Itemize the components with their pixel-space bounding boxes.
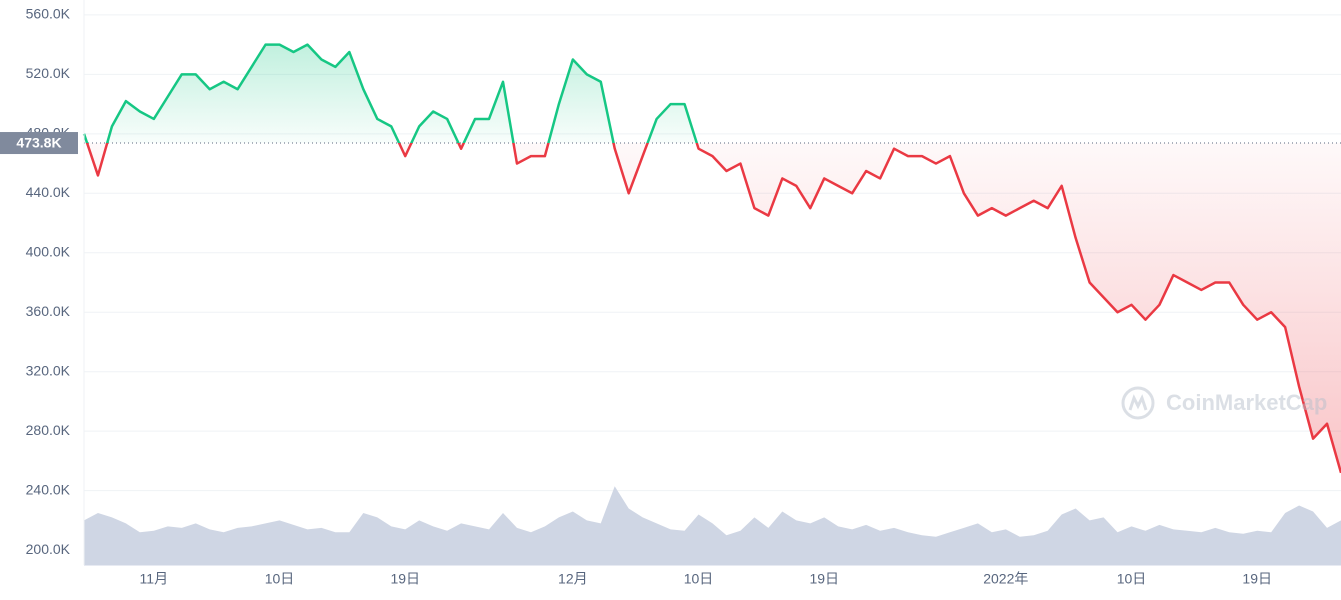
y-tick-label: 440.0K (26, 184, 71, 200)
x-tick-label: 12月 (558, 571, 588, 587)
y-tick-label: 400.0K (26, 243, 71, 259)
x-tick-label: 19日 (390, 571, 420, 587)
x-tick-label: 10日 (1117, 571, 1147, 587)
watermark-logo-mark (1128, 394, 1148, 411)
watermark-logo (1121, 386, 1155, 420)
volume-area (84, 486, 1341, 565)
y-tick-label: 520.0K (26, 65, 71, 81)
watermark: CoinMarketCap (1166, 390, 1327, 415)
baseline-label-box (0, 132, 78, 155)
price-line (82, 43, 1341, 474)
x-tick-label: 10日 (265, 571, 295, 587)
baseline-label: 473.8K (16, 135, 61, 151)
y-tick-label: 360.0K (26, 303, 71, 319)
y-tick-label: 560.0K (26, 6, 71, 22)
x-tick-label: 10日 (684, 571, 714, 587)
y-tick-label: 200.0K (26, 541, 71, 557)
y-tick-label: 320.0K (26, 362, 71, 378)
x-tick-label: 19日 (809, 571, 839, 587)
x-tick-label: 2022年 (983, 571, 1028, 587)
y-tick-label: 240.0K (26, 481, 71, 497)
price-area (84, 44, 1341, 473)
y-tick-label: 280.0K (26, 422, 71, 438)
x-tick-label: 11月 (140, 571, 169, 587)
x-tick-label: 19日 (1242, 571, 1272, 587)
